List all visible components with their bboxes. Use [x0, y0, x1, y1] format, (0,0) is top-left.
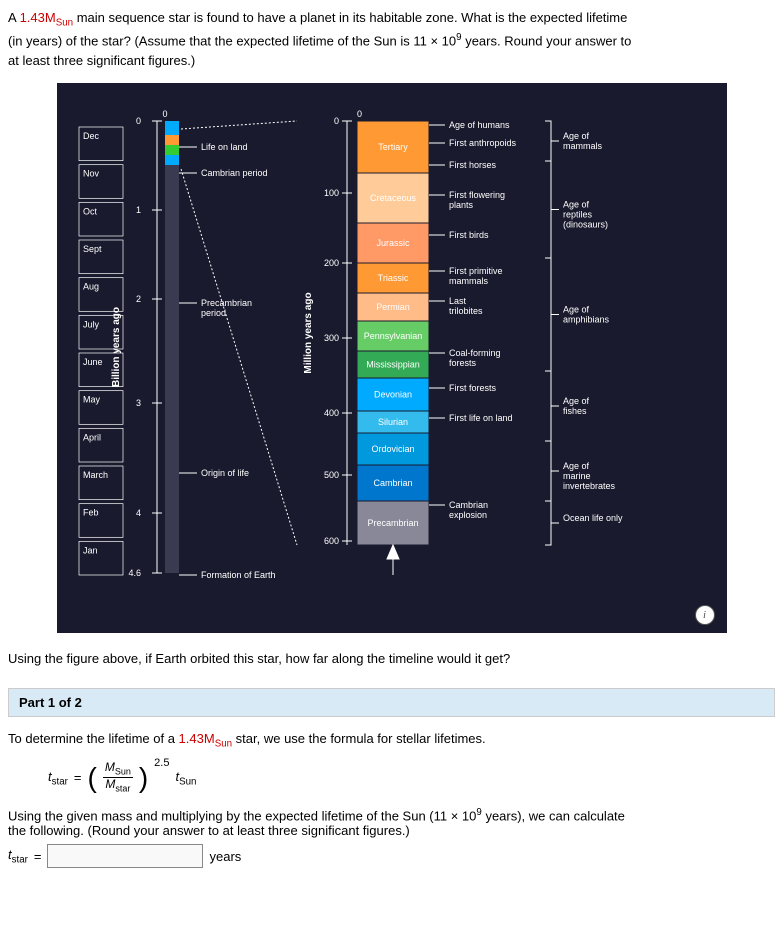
- svg-text:Cretaceous: Cretaceous: [369, 193, 416, 203]
- q-l2a: (in years) of the star? (Assume that the…: [8, 34, 456, 49]
- svg-text:600: 600: [323, 536, 338, 546]
- svg-text:Age of: Age of: [563, 461, 590, 471]
- svg-text:Silurian: Silurian: [377, 417, 407, 427]
- mass-ratio-fraction: MSun Mstar: [103, 761, 133, 795]
- svg-text:Age of: Age of: [563, 396, 590, 406]
- svg-text:Age of humans: Age of humans: [449, 120, 510, 130]
- svg-text:July: July: [83, 319, 100, 329]
- svg-text:Age of: Age of: [563, 131, 590, 141]
- svg-text:Jurassic: Jurassic: [376, 238, 410, 248]
- q-l2b: years. Round your answer to: [462, 34, 632, 49]
- followup-question: Using the figure above, if Earth orbited…: [8, 651, 775, 666]
- svg-text:Triassic: Triassic: [377, 273, 408, 283]
- svg-text:First life on land: First life on land: [449, 413, 513, 423]
- svg-text:1: 1: [135, 205, 140, 215]
- question-text: A 1.43MSun main sequence star is found t…: [8, 8, 775, 71]
- timeline-figure: Dec Nov Oct Sept Aug July June May April March Feb…: [57, 83, 727, 633]
- svg-text:Billion years ago: Billion years ago: [111, 307, 122, 387]
- q-prefix: A: [8, 10, 20, 25]
- svg-text:4.6: 4.6: [128, 568, 141, 578]
- svg-text:Devonian: Devonian: [373, 389, 411, 399]
- svg-text:Million years ago: Million years ago: [303, 292, 314, 373]
- svg-text:Ocean life only: Ocean life only: [563, 513, 623, 523]
- svg-text:0: 0: [162, 109, 167, 119]
- svg-text:April: April: [83, 432, 101, 442]
- svg-text:Coal-forming: Coal-forming: [449, 348, 501, 358]
- svg-text:Sept: Sept: [83, 244, 102, 254]
- svg-text:0: 0: [357, 109, 362, 119]
- svg-text:Cambrian: Cambrian: [449, 500, 488, 510]
- svg-text:100: 100: [323, 188, 338, 198]
- svg-text:Formation of Earth: Formation of Earth: [201, 570, 276, 580]
- svg-text:First forests: First forests: [449, 383, 497, 393]
- part-header: Part 1 of 2: [8, 688, 775, 717]
- svg-text:March: March: [83, 470, 108, 480]
- svg-text:Life on land: Life on land: [201, 142, 248, 152]
- svg-text:plants: plants: [449, 200, 474, 210]
- svg-text:200: 200: [323, 258, 338, 268]
- svg-text:Age of: Age of: [563, 199, 590, 209]
- svg-text:invertebrates: invertebrates: [563, 481, 616, 491]
- answer-unit: years: [209, 849, 241, 864]
- svg-text:First horses: First horses: [449, 160, 497, 170]
- q-l3: at least three significant figures.): [8, 53, 195, 68]
- info-icon[interactable]: i: [695, 605, 715, 625]
- svg-text:mammals: mammals: [449, 276, 489, 286]
- lifetime-formula: tstar = ( MSun Mstar ) 2.5 tSun: [48, 761, 775, 795]
- svg-text:Last: Last: [449, 296, 467, 306]
- svg-text:period: period: [201, 308, 226, 318]
- svg-text:Nov: Nov: [83, 168, 100, 178]
- svg-text:marine: marine: [563, 471, 591, 481]
- svg-text:0: 0: [333, 116, 338, 126]
- svg-text:Permian: Permian: [376, 302, 410, 312]
- svg-text:Tertiary: Tertiary: [378, 142, 408, 152]
- svg-text:Mississippian: Mississippian: [366, 359, 420, 369]
- svg-text:(dinosaurs): (dinosaurs): [563, 219, 608, 229]
- svg-text:2: 2: [135, 294, 140, 304]
- svg-text:forests: forests: [449, 358, 477, 368]
- mass-value-2: 1.43MSun: [179, 731, 233, 746]
- svg-text:Ordovician: Ordovician: [371, 444, 414, 454]
- svg-text:June: June: [83, 357, 103, 367]
- svg-text:Oct: Oct: [83, 206, 98, 216]
- svg-text:4: 4: [135, 508, 140, 518]
- svg-text:Dec: Dec: [83, 131, 100, 141]
- svg-text:Precambrian: Precambrian: [201, 298, 252, 308]
- solution-text-2: Using the given mass and multiplying by …: [8, 807, 775, 838]
- figure-container: Dec Nov Oct Sept Aug July June May April March Feb…: [8, 83, 775, 633]
- svg-text:reptiles: reptiles: [563, 209, 593, 219]
- svg-text:May: May: [83, 394, 101, 404]
- svg-text:0: 0: [135, 116, 140, 126]
- svg-text:500: 500: [323, 470, 338, 480]
- svg-text:Cambrian period: Cambrian period: [201, 168, 268, 178]
- svg-text:Precambrian: Precambrian: [367, 518, 418, 528]
- svg-text:Feb: Feb: [83, 507, 99, 517]
- svg-text:amphibians: amphibians: [563, 314, 610, 324]
- svg-text:First primitive: First primitive: [449, 266, 503, 276]
- solution-intro: To determine the lifetime of a 1.43MSun …: [8, 731, 775, 750]
- svg-text:Cambrian: Cambrian: [373, 478, 412, 488]
- svg-text:First birds: First birds: [449, 230, 489, 240]
- svg-text:Pennsylvanian: Pennsylvanian: [363, 331, 422, 341]
- svg-text:First flowering: First flowering: [449, 190, 505, 200]
- answer-input[interactable]: [47, 844, 203, 868]
- svg-text:300: 300: [323, 333, 338, 343]
- svg-text:400: 400: [323, 408, 338, 418]
- svg-text:fishes: fishes: [563, 406, 587, 416]
- svg-text:trilobites: trilobites: [449, 306, 483, 316]
- mass-value: 1.43MSun: [20, 10, 74, 25]
- svg-text:First anthropoids: First anthropoids: [449, 138, 517, 148]
- answer-row: tstar = years: [8, 844, 775, 868]
- svg-text:Origin of life: Origin of life: [201, 468, 249, 478]
- svg-text:Aug: Aug: [83, 281, 99, 291]
- timeline-svg: Dec Nov Oct Sept Aug July June May April March Feb…: [67, 103, 707, 603]
- svg-text:3: 3: [135, 398, 140, 408]
- q-l1: main sequence star is found to have a pl…: [73, 10, 627, 25]
- svg-text:Age of: Age of: [563, 304, 590, 314]
- svg-text:explosion: explosion: [449, 510, 487, 520]
- svg-text:mammals: mammals: [563, 141, 603, 151]
- svg-text:Jan: Jan: [83, 545, 98, 555]
